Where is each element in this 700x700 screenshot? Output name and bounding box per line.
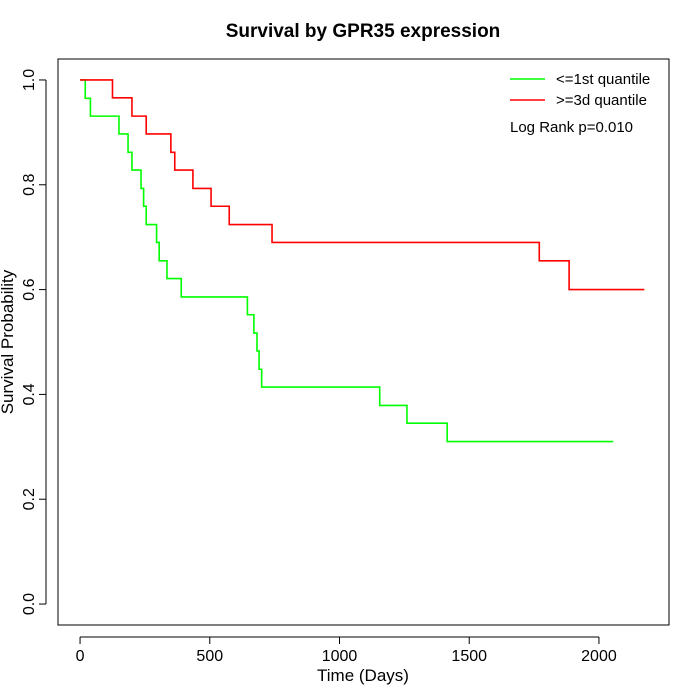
y-tick-label: 0.4: [21, 383, 38, 405]
legend: <=1st quantile >=3d quantile: [510, 71, 650, 109]
series-layer: [80, 79, 645, 443]
x-axis: 0 500 1000 1500 2000: [76, 636, 617, 665]
x-tick-label: 1500: [451, 648, 487, 665]
y-tick-label: 0.2: [21, 488, 38, 510]
y-axis: 0.0 0.2 0.4 0.6 0.8 1.0: [21, 69, 47, 615]
series-line-2: [80, 79, 645, 291]
plot-frame: [57, 58, 670, 626]
y-tick-label: 0.8: [21, 174, 38, 196]
y-tick-label: 1.0: [21, 69, 38, 91]
y-tick-label: 0.0: [21, 593, 38, 615]
y-axis-label: Survival Probability: [0, 269, 17, 414]
series-line-1: [80, 79, 614, 443]
log-rank-annotation: Log Rank p=0.010: [510, 119, 633, 136]
chart-title: Survival by GPR35 expression: [226, 21, 501, 42]
legend-label-2: >=3d quantile: [556, 92, 647, 109]
x-tick-label: 500: [196, 648, 223, 665]
x-tick-label: 2000: [581, 648, 617, 665]
x-tick-label: 1000: [322, 648, 358, 665]
y-tick-label: 0.6: [21, 278, 38, 300]
x-axis-label: Time (Days): [317, 666, 409, 685]
x-tick-label: 0: [76, 648, 85, 665]
legend-label-1: <=1st quantile: [556, 71, 650, 88]
